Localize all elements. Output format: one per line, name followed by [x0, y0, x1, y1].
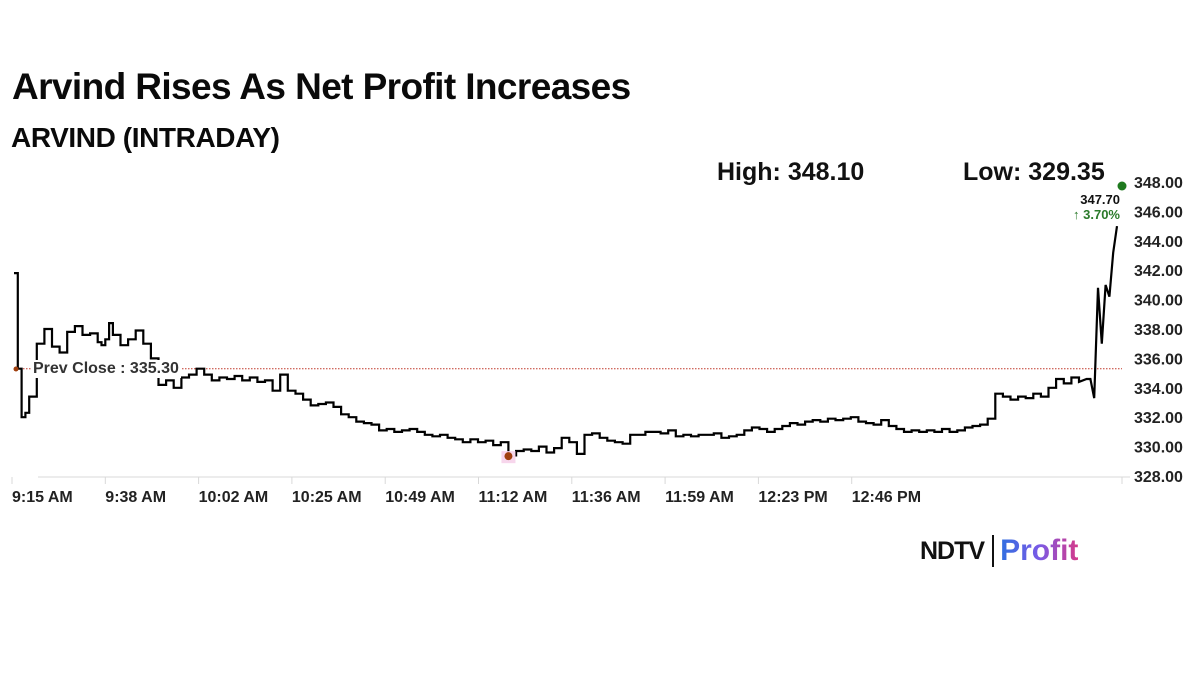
- high-stat: High: 348.10: [717, 158, 865, 186]
- x-tick-label: 11:12 AM: [479, 489, 548, 506]
- last-price-dot: [1117, 181, 1127, 191]
- logo-divider: [992, 535, 995, 567]
- prev-close-label: Prev Close : 335.30: [31, 360, 181, 378]
- x-tick-label: 12:23 PM: [758, 489, 827, 506]
- y-tick-label: 330.00: [1134, 440, 1183, 457]
- y-tick-label: 344.00: [1134, 234, 1183, 251]
- logo-ndtv: NDTV: [920, 536, 985, 565]
- low-marker-dot: [504, 452, 513, 461]
- last-change-label: ↑ 3.70%: [1073, 207, 1120, 222]
- y-tick-label: 340.00: [1134, 293, 1183, 310]
- x-tick-label: 10:02 AM: [199, 489, 269, 506]
- y-tick-label: 348.00: [1134, 175, 1183, 192]
- chart-title: Arvind Rises As Net Profit Increases: [12, 66, 631, 107]
- prev-close-marker: [13, 366, 19, 372]
- x-tick-label: 10:49 AM: [385, 489, 455, 506]
- y-tick-label: 332.00: [1134, 410, 1183, 427]
- x-tick-label: 11:36 AM: [572, 489, 641, 506]
- x-tick-label: 12:46 PM: [852, 489, 921, 506]
- last-price-label: 347.70: [1080, 192, 1120, 207]
- ndtv-profit-logo: NDTV Profit: [920, 533, 1078, 569]
- y-tick-label: 328.00: [1134, 469, 1183, 486]
- price-line: [14, 225, 1119, 457]
- chart-subtitle: ARVIND (INTRADAY): [11, 122, 280, 153]
- x-tick-label: 9:15 AM: [12, 489, 73, 506]
- y-axis: 348.00 346.00 344.00 342.00 340.00 338.00 336.…: [1134, 175, 1183, 486]
- y-tick-label: 334.00: [1134, 381, 1183, 398]
- x-axis: 9:15 AM 9:38 AM 10:02 AM 10:25 AM 10:49 AM 11…: [11, 476, 1130, 506]
- x-tick-label: 10:25 AM: [292, 489, 362, 506]
- x-tick-label: 9:38 AM: [105, 489, 166, 506]
- y-tick-label: 338.00: [1134, 322, 1183, 339]
- x-tick-label: 11:59 AM: [665, 489, 734, 506]
- y-tick-label: 342.00: [1134, 263, 1183, 280]
- y-tick-label: 346.00: [1134, 204, 1183, 221]
- y-tick-label: 336.00: [1134, 351, 1183, 368]
- logo-profit: Profit: [1000, 534, 1079, 567]
- low-stat: Low: 329.35: [963, 158, 1105, 186]
